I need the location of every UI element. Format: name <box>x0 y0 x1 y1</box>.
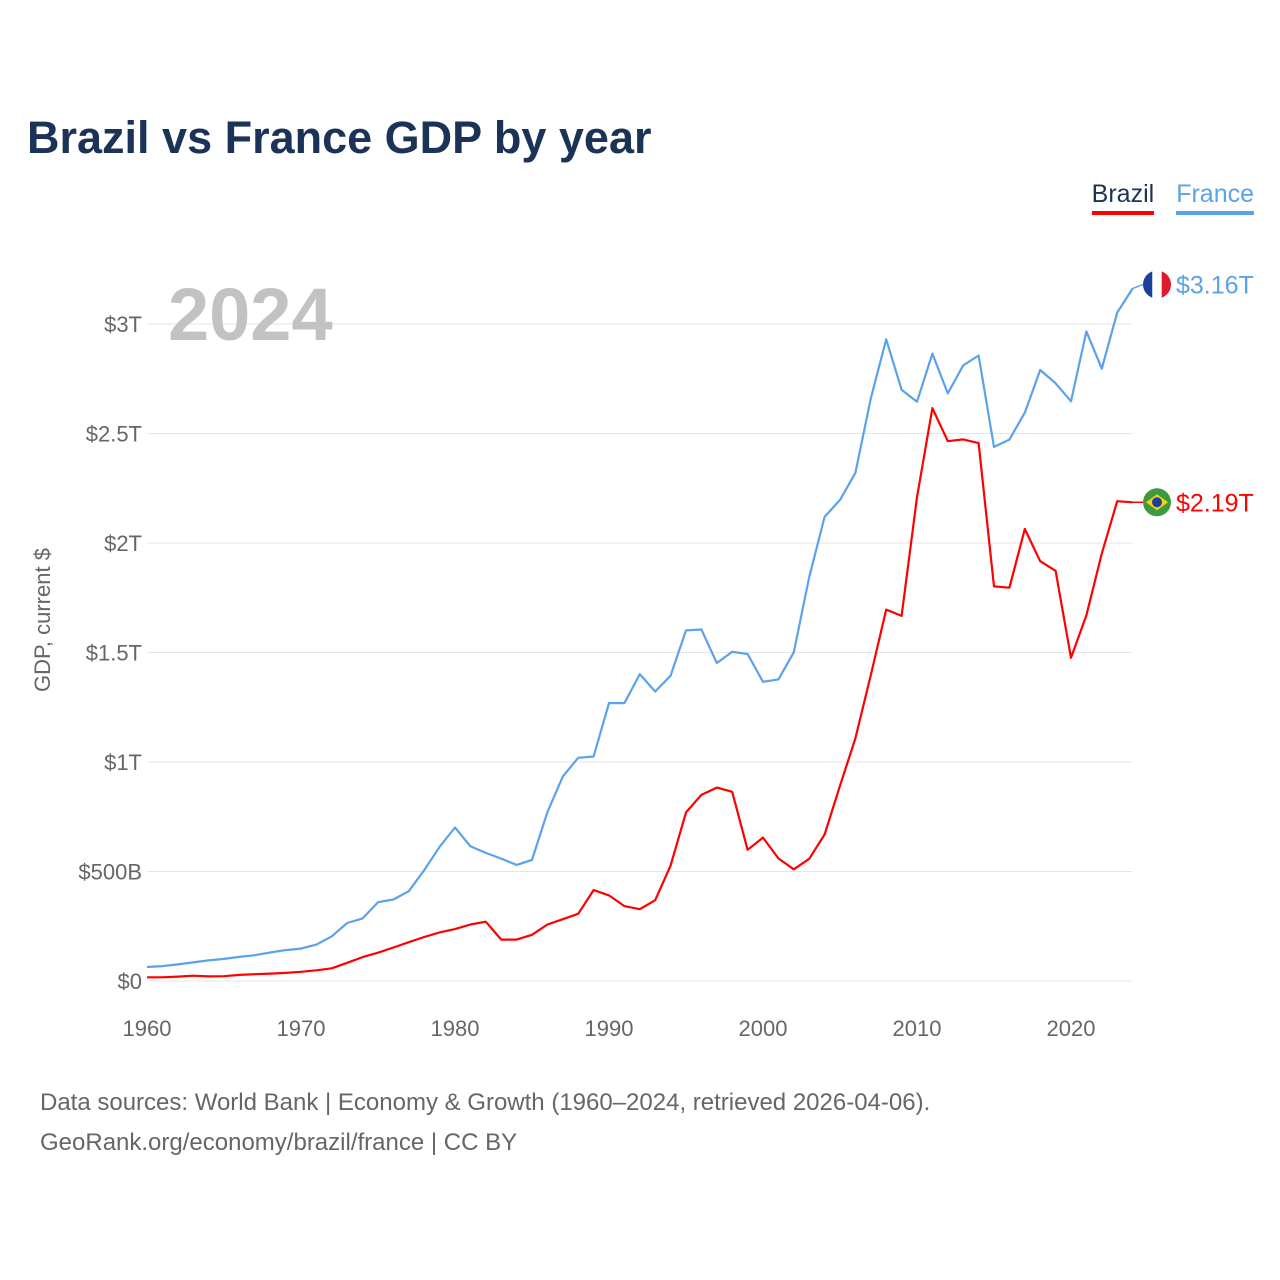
year-watermark: 2024 <box>168 273 333 356</box>
source-link[interactable]: GeoRank.org/economy/brazil/france | CC B… <box>40 1129 518 1156</box>
legend: Brazil France <box>1091 180 1254 215</box>
y-tick-label: $500B <box>78 860 142 885</box>
end-value-label: $3.16T <box>1176 272 1254 300</box>
flag-stripe <box>1161 270 1171 299</box>
y-tick-label: $0 <box>118 969 142 994</box>
y-tick-label: $2T <box>104 531 142 556</box>
flag-globe <box>1152 497 1162 508</box>
chart-title: Brazil vs France GDP by year <box>27 112 652 163</box>
series-line-france <box>146 287 1134 969</box>
y-tick-label: $2.5T <box>86 422 142 447</box>
flag-stripe <box>1152 270 1162 299</box>
france-flag-icon <box>1143 270 1171 299</box>
x-tick-label: 2020 <box>1047 1016 1096 1041</box>
y-axis-title: GDP, current $ <box>30 548 55 692</box>
y-tick-label: $1.5T <box>86 641 142 666</box>
source-note: Data sources: World Bank | Economy & Gro… <box>40 1089 931 1116</box>
legend-brazil[interactable]: Brazil <box>1091 180 1155 215</box>
x-tick-label: 1970 <box>277 1016 326 1041</box>
end-connector <box>1132 283 1144 290</box>
series-line-brazil <box>147 407 1133 979</box>
brazil-flag-icon <box>1143 488 1171 517</box>
flag-stripe <box>1143 270 1153 299</box>
legend-france[interactable]: France <box>1176 180 1254 215</box>
end-value-label: $2.19T <box>1176 489 1254 517</box>
x-tick-label: 2000 <box>739 1016 788 1041</box>
y-tick-label: $3T <box>104 312 142 337</box>
x-tick-label: 1990 <box>585 1016 634 1041</box>
x-tick-label: 1960 <box>123 1016 172 1041</box>
x-tick-label: 2010 <box>893 1016 942 1041</box>
footer: Data sources: World Bank | Economy & Gro… <box>40 1083 930 1163</box>
x-tick-label: 1980 <box>431 1016 480 1041</box>
y-tick-label: $1T <box>104 750 142 775</box>
